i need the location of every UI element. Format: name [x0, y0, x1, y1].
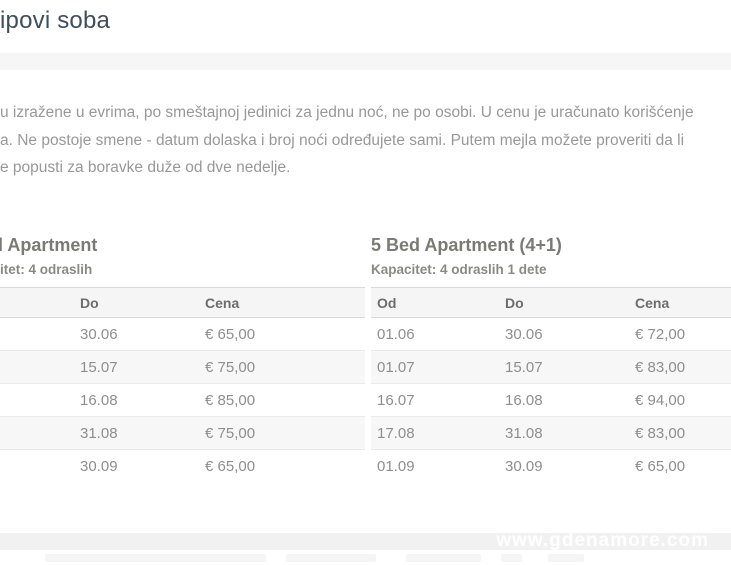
- intro-line: a. Ne postoje smene - datum dolaska i br…: [0, 131, 685, 149]
- room-capacity: itet: 4 odraslih: [0, 262, 93, 277]
- column-header: [0, 287, 74, 318]
- table-cell: € 75,00: [199, 350, 365, 384]
- intro-line: u izražene u evrima, po smeštajnoj jedin…: [0, 104, 694, 121]
- clipped-text-fragment: [548, 554, 584, 562]
- table-header-row: Od Do Cena: [371, 287, 731, 318]
- table-row: 01.09 30.09 € 65,00: [371, 450, 731, 483]
- table-cell: [0, 383, 74, 417]
- column-header: Od: [371, 287, 499, 318]
- table-cell: € 75,00: [199, 416, 365, 450]
- table-row: 15.07 € 75,00: [0, 350, 365, 384]
- column-header: Cena: [629, 287, 731, 318]
- room-type-5bed: 5 Bed Apartment (4+1) Kapacitet: 4 odras…: [371, 236, 731, 483]
- table-row: 30.06 € 65,00: [0, 317, 365, 351]
- section-divider: [0, 53, 731, 70]
- table-cell: € 83,00: [629, 350, 731, 384]
- room-type-title: d Apartment: [0, 235, 98, 255]
- table-cell: 30.09: [80, 457, 118, 475]
- table-row: 16.07 16.08 € 94,00: [371, 383, 731, 417]
- table-row: 01.06 30.06 € 72,00: [371, 317, 731, 351]
- table-cell: 15.07: [74, 350, 199, 384]
- table-cell: 16.07: [371, 383, 499, 417]
- table-cell: € 65,00: [205, 457, 256, 475]
- table-cell: 01.06: [371, 317, 499, 351]
- watermark-band: www.gdenamore.com: [0, 530, 731, 551]
- room-types-section: d Apartment itet: 4 odraslih Do Cena 30.06…: [0, 236, 731, 496]
- table-cell: [0, 350, 74, 384]
- table-cell: 16.08: [499, 383, 629, 417]
- table-cell: 16.08: [74, 383, 199, 417]
- table-cell: [0, 416, 74, 450]
- price-table: Od Do Cena 01.06 30.06 € 72,00 01.07 15.07 € 83,…: [371, 287, 731, 483]
- page-title: ipovi soba: [0, 7, 111, 34]
- table-row: 17.08 31.08 € 83,00: [371, 416, 731, 450]
- room-type-4bed: d Apartment itet: 4 odraslih Do Cena 30.06…: [0, 236, 365, 483]
- table-cell: € 83,00: [629, 416, 731, 450]
- table-header-row: Do Cena: [0, 287, 365, 318]
- table-row: 16.08 € 85,00: [0, 383, 365, 417]
- table-cell: 31.08: [74, 416, 199, 450]
- table-row: 31.08 € 75,00: [0, 416, 365, 450]
- column-header: Cena: [199, 287, 365, 318]
- intro-line: e popusti za boravke duže od dve nedelje…: [0, 159, 291, 176]
- table-cell: € 65,00: [635, 457, 686, 475]
- table-cell: [0, 450, 74, 483]
- clipped-text-fragment: [501, 554, 522, 562]
- table-cell: 01.07: [371, 350, 499, 384]
- table-row: 30.09 € 65,00: [0, 450, 365, 483]
- room-capacity: Kapacitet: 4 odraslih 1 dete: [371, 262, 547, 277]
- table-cell: 17.08: [371, 416, 499, 450]
- table-cell: 15.07: [499, 350, 629, 384]
- room-type-title: 5 Bed Apartment (4+1): [371, 235, 562, 255]
- table-cell: 01.09: [377, 457, 415, 475]
- price-table: Do Cena 30.06 € 65,00 15.07 € 75,00 16.08 € 85,…: [0, 287, 365, 483]
- clipped-text-fragment: [45, 554, 266, 562]
- table-cell: 30.09: [505, 457, 543, 475]
- intro-text: u izražene u evrima, po smeštajnoj jedin…: [0, 99, 731, 182]
- watermark: www.gdenamore.com: [496, 530, 709, 551]
- column-header: Do: [499, 287, 629, 318]
- table-cell: [0, 317, 74, 351]
- table-cell: € 72,00: [629, 317, 731, 351]
- table-cell: € 65,00: [199, 317, 365, 351]
- table-row: 01.07 15.07 € 83,00: [371, 350, 731, 384]
- table-cell: 31.08: [499, 416, 629, 450]
- column-header: Do: [74, 287, 199, 318]
- clipped-text-fragment: [286, 554, 376, 562]
- table-cell: € 85,00: [199, 383, 365, 417]
- table-cell: 30.06: [499, 317, 629, 351]
- table-cell: € 94,00: [629, 383, 731, 417]
- table-cell: 30.06: [74, 317, 199, 351]
- clipped-next-section: [0, 554, 731, 564]
- clipped-text-fragment: [406, 554, 481, 562]
